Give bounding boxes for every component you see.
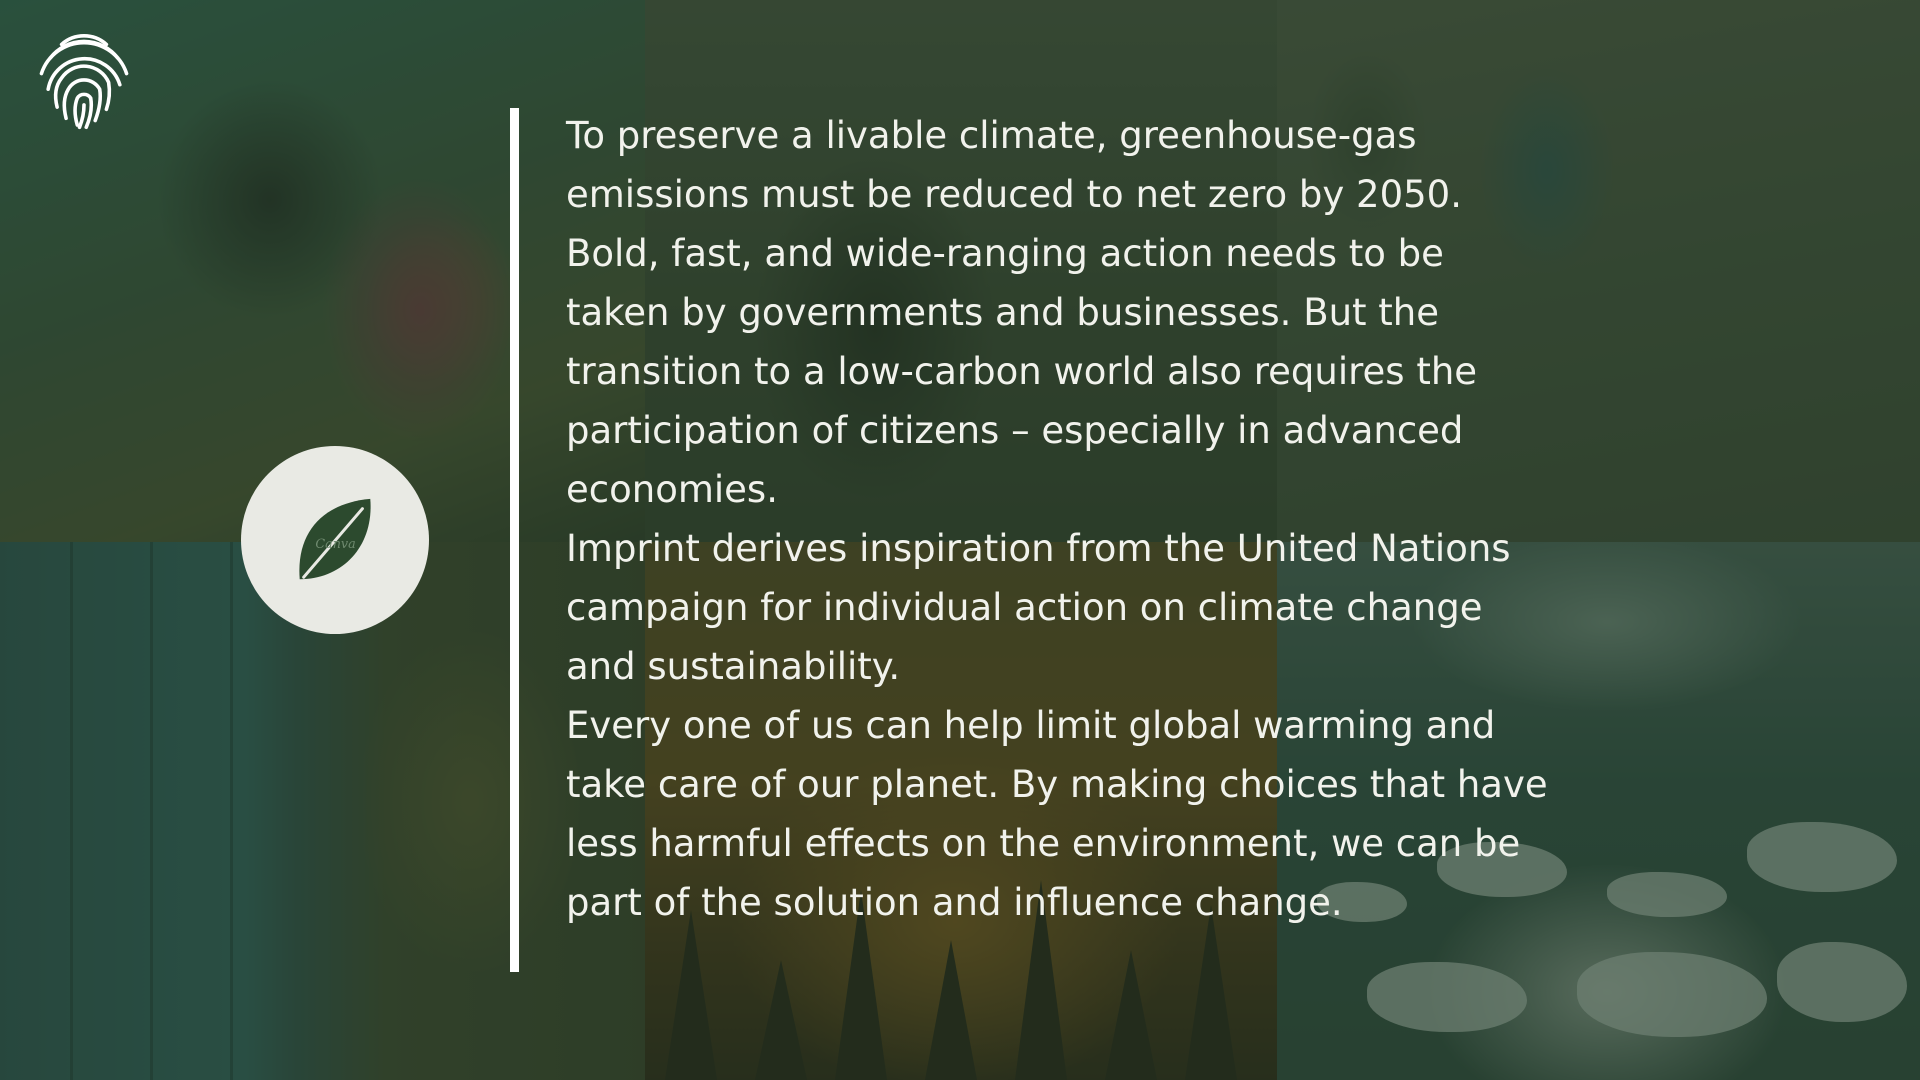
paragraph-3: Every one of us can help limit global wa… bbox=[566, 704, 1548, 924]
paragraph-2: Imprint derives inspiration from the Uni… bbox=[566, 527, 1511, 688]
leaf-icon: Canva bbox=[299, 498, 371, 580]
fingerprint-icon bbox=[28, 22, 140, 134]
body-text: To preserve a livable climate, greenhous… bbox=[566, 106, 1636, 932]
badge-watermark: Canva bbox=[315, 537, 355, 552]
paragraph-1: To preserve a livable climate, greenhous… bbox=[566, 114, 1478, 511]
leaf-badge: Canva bbox=[241, 446, 429, 634]
vertical-divider bbox=[510, 108, 519, 972]
